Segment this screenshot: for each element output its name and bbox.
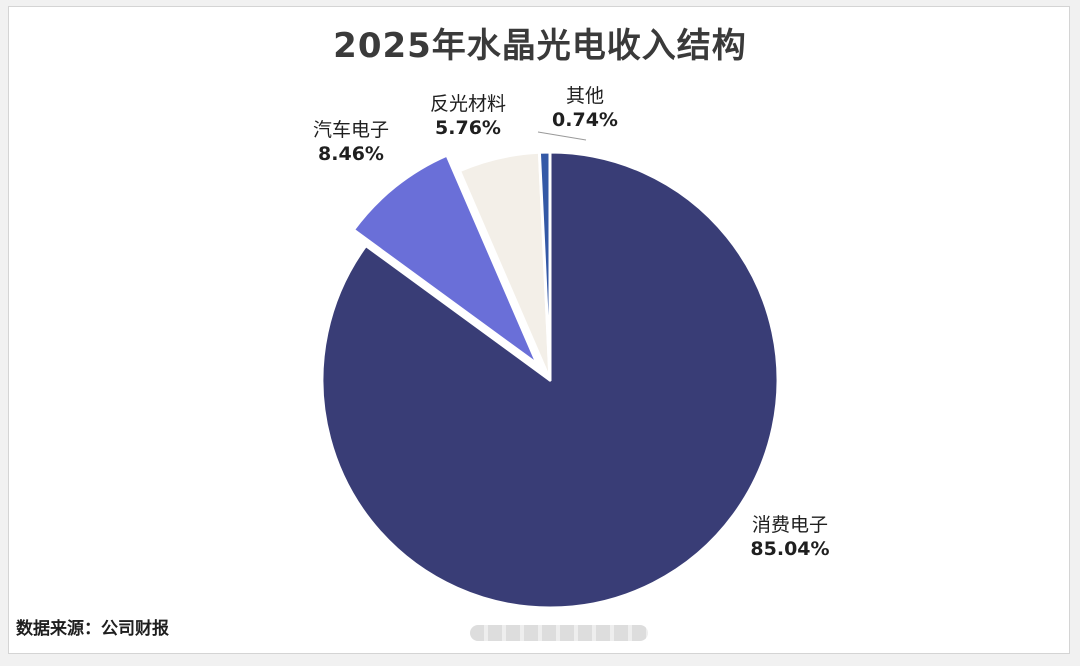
slice-value-auto: 8.46% [318,143,384,165]
slice-label-consumer: 消费电子 85.04% [735,513,845,561]
slice-value-consumer: 85.04% [750,538,830,560]
slice-label-auto: 汽车电子 8.46% [296,118,406,166]
chart-title: 2025年水晶光电收入结构 [333,26,747,66]
slice-value-reflective: 5.76% [435,117,501,139]
slice-label-other: 其他 0.74% [535,84,635,132]
slice-name-other: 其他 [565,85,604,107]
pie-slice-other [537,150,552,382]
leader-line-other [537,131,587,141]
slice-name-auto: 汽车电子 [312,119,389,141]
slice-name-consumer: 消费电子 [751,514,828,536]
pie-slice-auto [351,153,540,366]
data-source-note: 数据来源：公司财报 [16,619,169,639]
slice-name-reflective: 反光材料 [429,93,506,115]
slice-value-other: 0.74% [552,109,618,131]
watermark [470,625,648,641]
slice-label-reflective: 反光材料 5.76% [413,92,523,140]
